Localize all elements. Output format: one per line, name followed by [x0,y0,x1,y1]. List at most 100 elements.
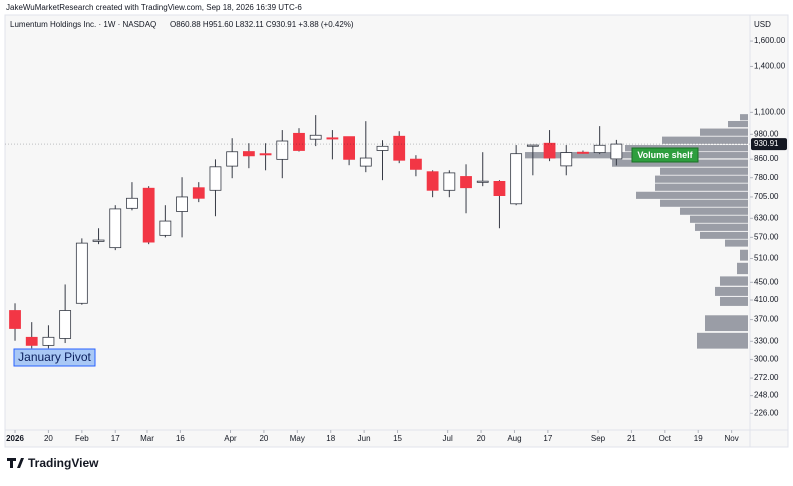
annotation-box [631,147,699,163]
volume-bar [728,121,748,128]
x-tick-label: 19 [694,434,703,443]
volume-bar [695,223,748,231]
candle-body [526,144,539,147]
candle [526,144,539,176]
candle [309,115,322,147]
candle [209,159,222,217]
candle [359,121,372,173]
candle [543,130,556,162]
y-tick-label: 570.00 [754,232,779,241]
candle-body [259,153,272,156]
candle [42,325,55,349]
x-tick-label: 20 [259,434,268,443]
x-tick-label: Jul [443,434,453,443]
x-tick-label: 20 [477,434,486,443]
candle-body [476,180,489,183]
volume-bar [740,249,748,261]
volume-bar [700,231,748,239]
candle [510,145,523,206]
volume-bar [697,332,748,349]
volume-bar [655,175,748,183]
volume-bar [737,262,748,275]
candle-body [510,153,523,205]
volume-bar [740,114,748,121]
candle [343,136,356,166]
x-tick-label: Mar [140,434,154,443]
candle-body [92,239,105,242]
x-tick-label: Aug [507,434,521,443]
annotation-text: Volume shelf [637,150,693,160]
volume-bar [720,276,748,286]
x-tick-label: 15 [393,434,402,443]
candle [226,138,239,179]
annotation-text: January Pivot [18,350,91,364]
volume-bar [612,159,748,167]
candle-body [326,137,339,140]
candle-body [577,151,589,154]
x-tick-label: 21 [627,434,636,443]
header: JakeWuMarketResearch created with Tradin… [6,3,302,12]
candle [443,170,456,198]
candle [593,126,606,155]
x-tick-label: 17 [111,434,120,443]
candle [326,130,339,160]
annotation-box [13,348,96,367]
candle [92,228,105,245]
symbol: Lumentum Holdings Inc. · 1W · NASDAQ [10,20,156,29]
candle [109,205,122,251]
y-tick-label: 1,400.00 [754,62,786,71]
volume-bar [720,296,748,306]
x-tick-label: Nov [725,434,739,443]
candle [610,139,623,166]
candle-body [493,180,506,196]
candle [460,164,472,214]
candle-body [75,242,88,304]
logo: TradingView [7,456,99,470]
volume-bar [636,191,748,199]
last-price-label: 930.91 [754,139,779,148]
y-tick-label: 226.00 [754,408,779,417]
candle-body [543,142,556,159]
candle [59,284,72,344]
x-tick-label: 17 [543,434,552,443]
x-tick-label: 20 [44,434,53,443]
y-tick-label: 1,600.00 [754,36,786,45]
volume-bar [680,207,748,215]
candle-body [9,310,21,329]
x-tick-label: 18 [326,434,335,443]
candle-body [42,336,55,346]
y-tick-label: 860.00 [754,154,779,163]
candle [192,182,205,203]
candle-body [593,144,606,154]
candle [176,177,188,238]
x-tick-label: Feb [75,434,89,443]
candle-body [309,134,322,140]
x-tick-label: Oct [659,434,672,443]
candle [126,182,138,211]
candle [493,180,506,229]
y-tick-label: 510.00 [754,254,779,263]
volume-bar [660,167,748,175]
candle [476,152,489,187]
candle [276,130,289,179]
x-tick-label: Sep [591,434,606,443]
candle-body [426,171,439,191]
ohlc-legend: O860.88 H951.60 L832.11 C930.91 +3.88 (+… [170,20,354,29]
brand: TradingView [28,456,99,470]
y-tick-label: 300.00 [754,355,779,364]
candle-body [192,187,205,199]
candle-body [242,151,255,157]
x-tick-label: May [290,434,305,443]
candle [242,143,255,169]
candle [293,128,305,152]
volume-bar [660,199,748,207]
candle [75,238,88,305]
candle-body [159,220,172,236]
y-tick-label: 450.00 [754,277,779,286]
y-tick-label: 248.00 [754,391,779,400]
candle-body [226,151,239,167]
y-tick-label: 630.00 [754,213,779,222]
candle-body [560,152,573,167]
chart-panel [4,14,789,448]
